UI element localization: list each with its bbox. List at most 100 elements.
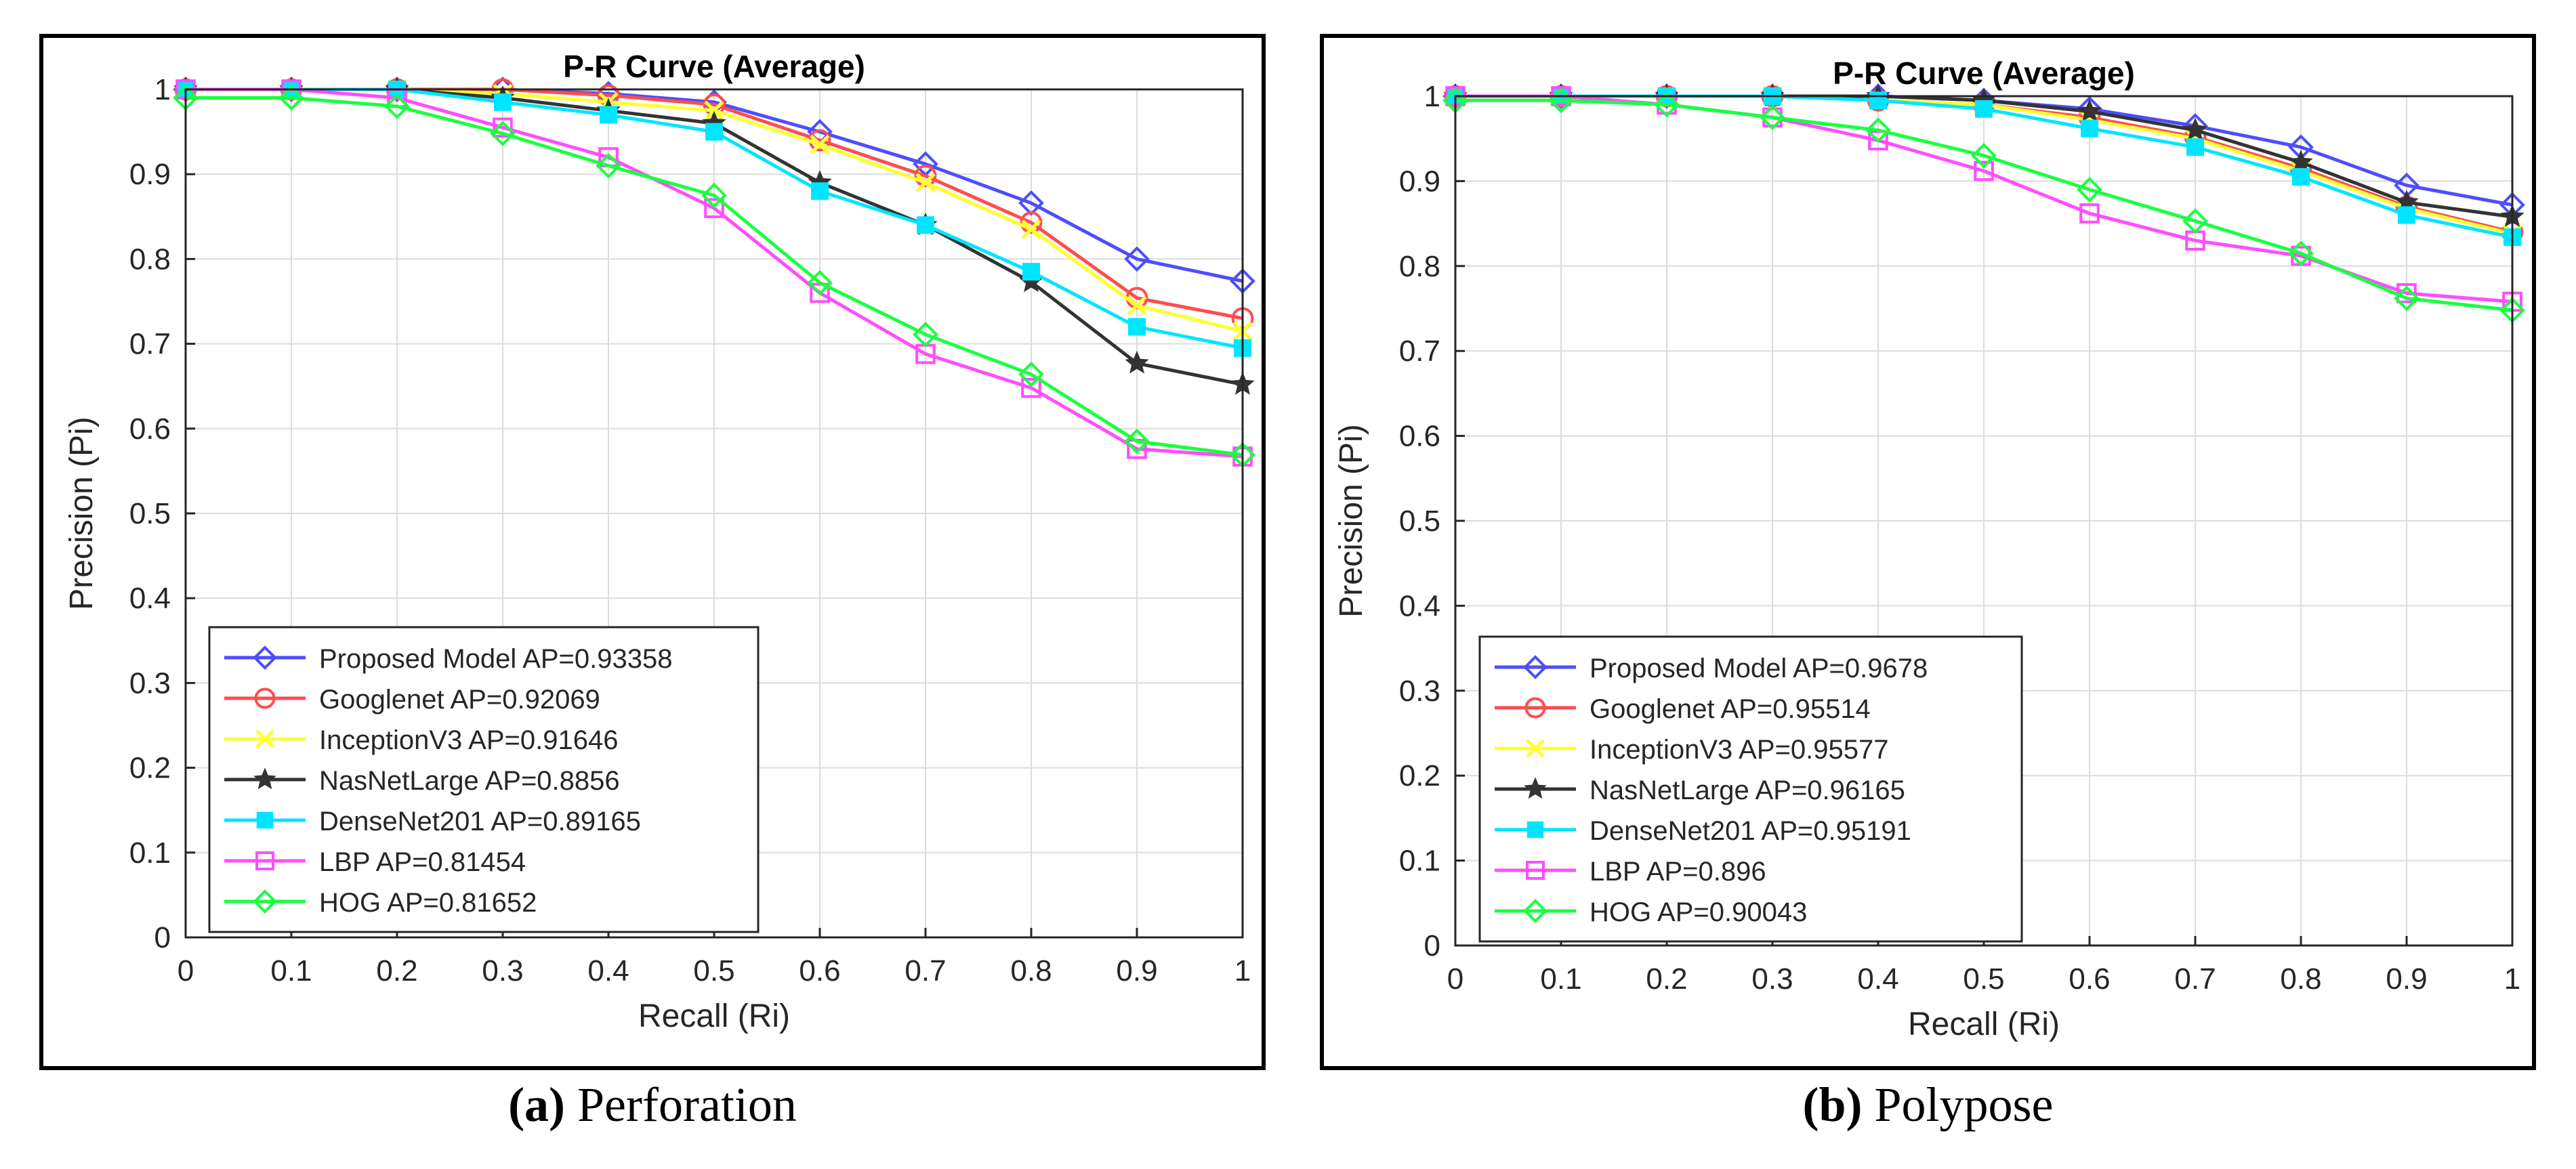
legend-item: NasNetLarge AP=0.96165 (1495, 775, 1905, 805)
data-point (1124, 428, 1150, 454)
y-tick-label: 0 (154, 921, 171, 954)
y-tick-label: 0.7 (1399, 335, 1440, 368)
data-point (811, 182, 829, 200)
data-point (1021, 219, 1041, 240)
data-point (1124, 246, 1150, 272)
y-tick-label: 0.6 (1399, 420, 1440, 453)
chart-title: P-R Curve (Average) (563, 49, 865, 84)
data-point (2081, 119, 2098, 137)
data-point (1018, 361, 1044, 387)
caption-polypose: (b) Polypose (1320, 1077, 2536, 1133)
legend-marker (1526, 821, 1544, 838)
legend-item: Googlenet AP=0.95514 (1495, 694, 1871, 724)
data-point (1021, 377, 1041, 398)
legend-marker (256, 811, 274, 829)
data-point (2288, 240, 2314, 266)
y-tick-label: 0.9 (1399, 165, 1440, 198)
legend-marker (1523, 899, 1547, 923)
pr-curve-chart-polypose: 0 0.1 0.2 0.3 0.4 0.5 0.6 0.7 0.8 0.9 1 0 0.1 0.2 0.3 0… (1333, 56, 2525, 1042)
legend-marker (1526, 739, 1545, 758)
x-axis-label: Recall (Ri) (638, 998, 790, 1034)
y-tick-label: 0.4 (129, 582, 171, 615)
chart-title: P-R Curve (Average) (1833, 56, 2135, 91)
data-point (1971, 142, 1997, 169)
chart-panel-polypose: 0 0.1 0.2 0.3 0.4 0.5 0.6 0.7 0.8 0.9 1 0 0.1 0.2 0.3 0… (1320, 34, 2536, 1070)
legend: Proposed Model AP=0.93358 Googlenet AP=0.… (208, 626, 760, 933)
y-tick-label: 0.5 (1399, 505, 1440, 538)
y-tick-label: 0.8 (1399, 250, 1440, 283)
data-point (2077, 98, 2102, 122)
y-tick-label: 0.9 (129, 158, 171, 191)
y-tick-label: 0.2 (129, 752, 171, 785)
legend-label: LBP AP=0.896 (1590, 857, 1766, 887)
legend-marker (1526, 861, 1545, 880)
y-tick-label: 0.8 (129, 242, 171, 276)
legend-label: NasNetLarge AP=0.96165 (1590, 775, 1905, 805)
data-point (1022, 263, 1040, 281)
x-tick-label: 1 (2504, 962, 2520, 996)
x-tick-label: 0.6 (2069, 962, 2110, 996)
data-point (704, 100, 724, 121)
data-point (384, 93, 410, 119)
legend: Proposed Model AP=0.9678 Googlenet AP=0.9… (1478, 635, 2023, 943)
x-tick-label: 0.4 (1857, 962, 1898, 996)
data-point (1975, 100, 1993, 118)
data-point (914, 165, 937, 188)
data-point (705, 123, 723, 141)
data-point (2182, 208, 2208, 234)
data-point (600, 106, 617, 124)
x-tick-label: 0.1 (1540, 962, 1581, 996)
legend-marker (253, 767, 276, 790)
data-point (1869, 91, 1887, 110)
data-point (493, 117, 513, 138)
legend-marker (254, 687, 276, 709)
data-point (278, 85, 304, 111)
x-tick-label: 0.8 (1010, 954, 1052, 987)
legend-label: InceptionV3 AP=0.95577 (1590, 735, 1888, 765)
data-point (2394, 285, 2419, 312)
caption-label: (a) (508, 1078, 566, 1132)
legend-item: InceptionV3 AP=0.95577 (1495, 735, 1888, 765)
data-point (1125, 350, 1149, 374)
legend-marker (1524, 777, 1547, 799)
pr-curve-chart-perforation: 0 0.1 0.2 0.3 0.4 0.5 0.6 0.7 0.8 0.9 1 0 0.1 0.2 0.3 0… (64, 49, 1255, 1034)
y-tick-label: 0.7 (129, 328, 171, 361)
x-tick-label: 1 (1234, 954, 1251, 987)
x-tick-label: 0.5 (1963, 962, 2004, 996)
legend-item: HOG AP=0.90043 (1495, 897, 1807, 927)
x-axis-label: Recall (Ri) (1908, 1006, 2060, 1042)
data-point (2292, 168, 2310, 186)
data-point (2186, 138, 2204, 156)
y-tick-label: 0.5 (129, 497, 171, 530)
series-line (186, 96, 1243, 457)
chart-panel-perforation: 0 0.1 0.2 0.3 0.4 0.5 0.6 0.7 0.8 0.9 1 0 0.1 0.2 0.3 0… (39, 34, 1266, 1070)
x-tick-label: 0.3 (1751, 962, 1793, 996)
legend-item: InceptionV3 AP=0.91646 (224, 725, 618, 755)
x-tick-label: 0.9 (1116, 954, 1157, 987)
legend-marker (255, 851, 274, 870)
data-point (1760, 104, 1785, 131)
data-point (2077, 177, 2102, 203)
data-point (2183, 117, 2207, 141)
y-tick-label: 1 (154, 73, 171, 106)
y-tick-label: 0.1 (1399, 845, 1440, 878)
y-tick-label: 0.4 (1399, 589, 1440, 622)
legend-label: DenseNet201 AP=0.89165 (319, 807, 641, 836)
data-point (913, 321, 938, 347)
legend-item: DenseNet201 AP=0.89165 (224, 807, 641, 836)
y-axis-label: Precision (Pi) (64, 417, 100, 610)
legend-label: InceptionV3 AP=0.91646 (319, 725, 618, 755)
caption-label: (b) (1802, 1078, 1863, 1132)
data-point (1128, 318, 1146, 336)
data-point (494, 93, 512, 111)
legend-item: HOG AP=0.81652 (224, 888, 537, 918)
legend-marker (1523, 655, 1547, 679)
data-point (704, 198, 724, 219)
y-tick-label: 0 (1424, 929, 1440, 962)
legend-item: Proposed Model AP=0.9678 (1495, 654, 1928, 683)
x-tick-label: 0.9 (2386, 962, 2427, 996)
x-tick-label: 0.2 (1646, 962, 1687, 996)
x-tick-label: 0.2 (376, 954, 417, 987)
legend-label: DenseNet201 AP=0.95191 (1590, 816, 1911, 846)
x-tick-label: 0.4 (587, 954, 629, 987)
